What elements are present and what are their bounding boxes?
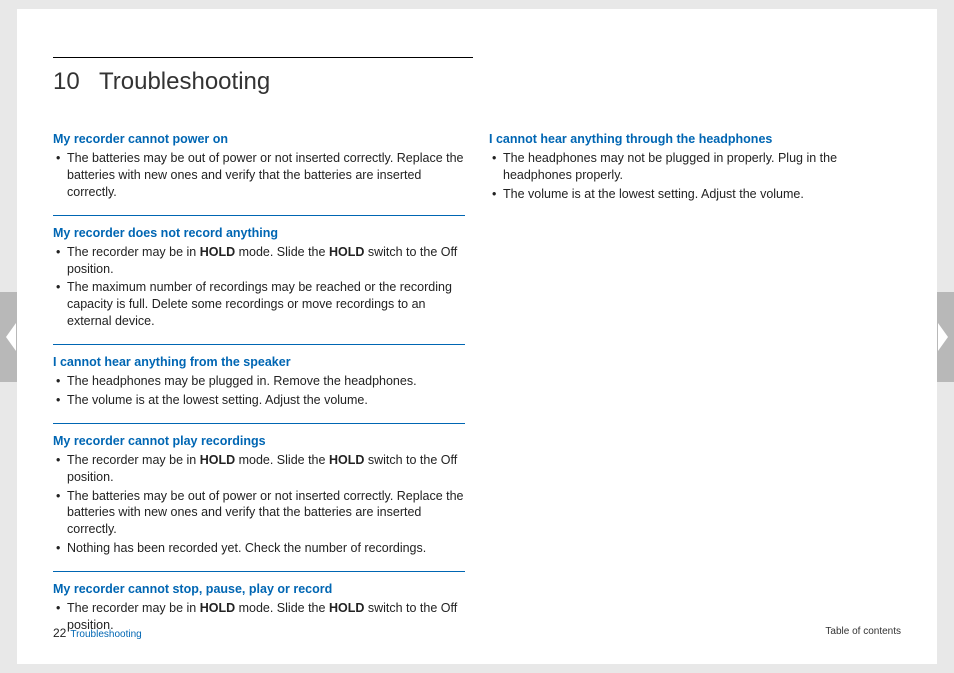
- top-rule: [53, 57, 473, 58]
- section-divider: [53, 344, 465, 345]
- section-list: The recorder may be in HOLD mode. Slide …: [53, 244, 465, 330]
- troubleshooting-section: I cannot hear anything from the speaker T…: [53, 355, 465, 409]
- list-item: The headphones may be plugged in. Remove…: [53, 373, 465, 390]
- footer-left: 22 Troubleshooting: [53, 626, 142, 640]
- section-list: The headphones may be plugged in. Remove…: [53, 373, 465, 409]
- troubleshooting-section: My recorder cannot power on The batteries…: [53, 132, 465, 201]
- page-number: 22: [53, 626, 66, 640]
- list-item: The volume is at the lowest setting. Adj…: [53, 392, 465, 409]
- section-list: The headphones may not be plugged in pro…: [489, 150, 901, 203]
- chapter-name: Troubleshooting: [99, 68, 270, 95]
- section-heading: My recorder cannot play recordings: [53, 434, 465, 448]
- list-item: The recorder may be in HOLD mode. Slide …: [53, 244, 465, 278]
- section-heading: I cannot hear anything through the headp…: [489, 132, 901, 146]
- footer-right-link[interactable]: Table of contents: [825, 626, 901, 640]
- section-divider: [53, 215, 465, 216]
- troubleshooting-section: I cannot hear anything through the headp…: [489, 132, 901, 203]
- page-footer: 22 Troubleshooting Table of contents: [53, 626, 901, 640]
- section-divider: [53, 571, 465, 572]
- section-divider: [53, 423, 465, 424]
- section-heading: My recorder cannot power on: [53, 132, 465, 146]
- section-list: The recorder may be in HOLD mode. Slide …: [53, 452, 465, 557]
- troubleshooting-section: My recorder cannot play recordings The re…: [53, 434, 465, 557]
- chapter-number: 10: [53, 68, 99, 96]
- left-column: My recorder cannot power on The batteries…: [53, 132, 465, 648]
- troubleshooting-section: My recorder does not record anything The …: [53, 226, 465, 330]
- list-item: The maximum number of recordings may be …: [53, 279, 465, 330]
- list-item: The batteries may be out of power or not…: [53, 488, 465, 539]
- section-list: The batteries may be out of power or not…: [53, 150, 465, 201]
- document-page: 10Troubleshooting My recorder cannot pow…: [17, 9, 937, 664]
- list-item: The batteries may be out of power or not…: [53, 150, 465, 201]
- section-heading: I cannot hear anything from the speaker: [53, 355, 465, 369]
- section-heading: My recorder does not record anything: [53, 226, 465, 240]
- list-item: The recorder may be in HOLD mode. Slide …: [53, 452, 465, 486]
- page-section-name: Troubleshooting: [70, 629, 141, 640]
- list-item: The volume is at the lowest setting. Adj…: [489, 186, 901, 203]
- list-item: Nothing has been recorded yet. Check the…: [53, 540, 465, 557]
- right-column: I cannot hear anything through the headp…: [489, 132, 901, 648]
- list-item: The headphones may not be plugged in pro…: [489, 150, 901, 184]
- content-columns: My recorder cannot power on The batteries…: [53, 132, 901, 648]
- section-heading: My recorder cannot stop, pause, play or …: [53, 582, 465, 596]
- chapter-title: 10Troubleshooting: [53, 68, 901, 96]
